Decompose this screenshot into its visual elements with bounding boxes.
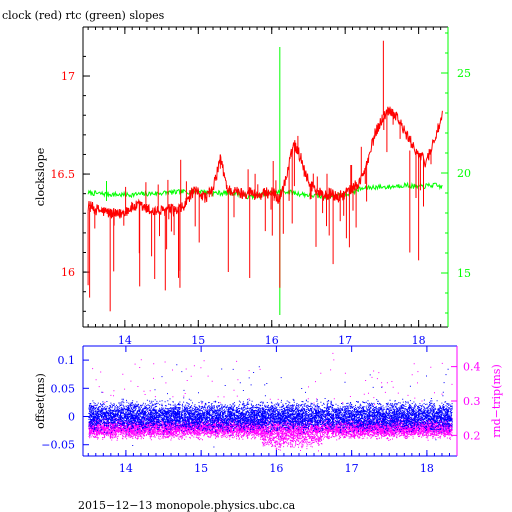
top-y-tick-label: 16.5: [51, 168, 76, 181]
top-y2-tick-label: 25: [457, 67, 471, 80]
chart-title: clock (red) rtc (green) slopes: [2, 9, 165, 22]
top-chart: 14 15 16 17 18 16 16.5 17 15 20 25 clockslope: [34, 26, 471, 347]
footer-text: 2015−12−13 monopole.physics.ubc.ca: [78, 499, 296, 512]
bottom-chart: 14 15 16 17 18 −0.05 0 0.05 0.1 0.2 0.3 0.4 offset(m…: [34, 345, 503, 475]
top-y-axis-label: clockslope: [34, 148, 47, 206]
bottom-y-tick-label: 0: [68, 411, 75, 424]
top-x-tick-label: 17: [338, 334, 352, 347]
bottom-y-tick-label: 0.1: [58, 354, 76, 367]
top-x-tick-label: 15: [191, 334, 205, 347]
top-x-tick-label: 16: [265, 334, 279, 347]
bottom-y2-tick-label: 0.4: [463, 361, 481, 374]
bottom-y2-tick-label: 0.3: [463, 395, 481, 408]
bottom-x-tick-label: 16: [269, 462, 283, 475]
top-y2-tick-label: 20: [457, 167, 471, 180]
bottom-x-tick-label: 17: [345, 462, 359, 475]
bottom-y2-axis-label: rnd−trip(ms): [490, 364, 503, 438]
bottom-y-tick-label: −0.05: [41, 439, 75, 452]
top-x-tick-label: 18: [412, 334, 426, 347]
top-y2-tick-label: 15: [457, 267, 471, 280]
bottom-x-tick-label: 14: [119, 462, 133, 475]
bottom-y2-tick-label: 0.2: [463, 429, 481, 442]
offset-points: [88, 364, 453, 448]
top-y-tick-label: 16: [61, 266, 75, 279]
bottom-x-tick-label: 15: [194, 462, 208, 475]
top-y-tick-label: 17: [61, 70, 75, 83]
top-x-tick-label: 14: [118, 334, 132, 347]
bottom-x-tick-label: 18: [420, 462, 434, 475]
bottom-y-axis-label: offset(ms): [34, 373, 47, 429]
bottom-y-tick-label: 0.05: [51, 382, 76, 395]
